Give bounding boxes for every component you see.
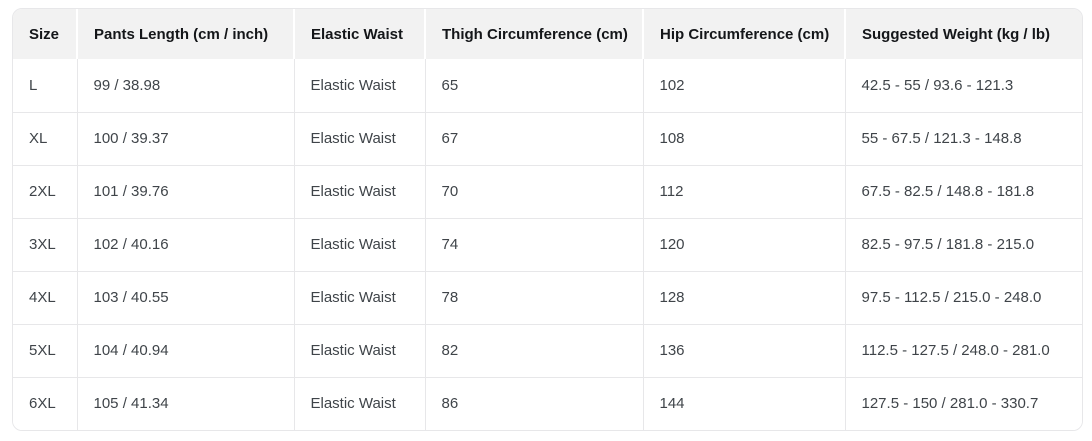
cell-suggested-weight: 97.5 - 112.5 / 215.0 - 248.0 (844, 270, 1082, 324)
cell-elastic-waist: Elastic Waist (293, 164, 425, 218)
cell-elastic-waist: Elastic Waist (293, 59, 425, 112)
cell-size: 4XL (13, 270, 77, 324)
size-chart-body: L 99 / 38.98 Elastic Waist 65 102 42.5 - 55 /… (13, 59, 1082, 430)
cell-pants-length: 100 / 39.37 (76, 111, 294, 165)
cell-thigh-circumference: 82 (424, 323, 643, 377)
cell-suggested-weight: 112.5 - 127.5 / 248.0 - 281.0 (844, 323, 1082, 377)
table-row-xl: XL 100 / 39.37 Elastic Waist 67 108 55 - 67.5… (13, 111, 1082, 165)
cell-pants-length: 103 / 40.55 (76, 270, 294, 324)
column-header-thigh-circumference: Thigh Circumference (cm) (424, 9, 643, 59)
cell-size: 3XL (13, 217, 77, 271)
size-chart-table: Size Pants Length (cm / inch) Elastic Wais… (13, 9, 1082, 430)
cell-suggested-weight: 67.5 - 82.5 / 148.8 - 181.8 (844, 164, 1082, 218)
cell-size: XL (13, 111, 77, 165)
cell-pants-length: 101 / 39.76 (76, 164, 294, 218)
cell-hip-circumference: 144 (642, 376, 845, 430)
cell-thigh-circumference: 70 (424, 164, 643, 218)
cell-pants-length: 104 / 40.94 (76, 323, 294, 377)
table-row-6xl: 6XL 105 / 41.34 Elastic Waist 86 144 127.5 - … (13, 376, 1082, 430)
table-row-5xl: 5XL 104 / 40.94 Elastic Waist 82 136 112.5 - … (13, 323, 1082, 377)
cell-thigh-circumference: 86 (424, 376, 643, 430)
cell-hip-circumference: 128 (642, 270, 845, 324)
cell-suggested-weight: 55 - 67.5 / 121.3 - 148.8 (844, 111, 1082, 165)
cell-size: 5XL (13, 323, 77, 377)
column-header-suggested-weight: Suggested Weight (kg / lb) (844, 9, 1082, 59)
size-chart-header: Size Pants Length (cm / inch) Elastic Wais… (13, 9, 1082, 59)
cell-elastic-waist: Elastic Waist (293, 270, 425, 324)
cell-hip-circumference: 102 (642, 59, 845, 112)
cell-size: 2XL (13, 164, 77, 218)
column-header-elastic-waist: Elastic Waist (293, 9, 425, 59)
cell-suggested-weight: 82.5 - 97.5 / 181.8 - 215.0 (844, 217, 1082, 271)
cell-elastic-waist: Elastic Waist (293, 217, 425, 271)
cell-hip-circumference: 120 (642, 217, 845, 271)
cell-pants-length: 105 / 41.34 (76, 376, 294, 430)
cell-elastic-waist: Elastic Waist (293, 376, 425, 430)
cell-suggested-weight: 127.5 - 150 / 281.0 - 330.7 (844, 376, 1082, 430)
table-row-2xl: 2XL 101 / 39.76 Elastic Waist 70 112 67.5 - 8… (13, 164, 1082, 218)
cell-pants-length: 102 / 40.16 (76, 217, 294, 271)
table-row-3xl: 3XL 102 / 40.16 Elastic Waist 74 120 82.5 - 9… (13, 217, 1082, 271)
table-row-l: L 99 / 38.98 Elastic Waist 65 102 42.5 - 55 /… (13, 59, 1082, 112)
cell-thigh-circumference: 65 (424, 59, 643, 112)
cell-hip-circumference: 112 (642, 164, 845, 218)
cell-hip-circumference: 136 (642, 323, 845, 377)
cell-size: L (13, 59, 77, 112)
cell-thigh-circumference: 78 (424, 270, 643, 324)
header-row: Size Pants Length (cm / inch) Elastic Wais… (13, 9, 1082, 59)
cell-elastic-waist: Elastic Waist (293, 111, 425, 165)
cell-elastic-waist: Elastic Waist (293, 323, 425, 377)
column-header-pants-length: Pants Length (cm / inch) (76, 9, 294, 59)
cell-thigh-circumference: 74 (424, 217, 643, 271)
cell-thigh-circumference: 67 (424, 111, 643, 165)
cell-suggested-weight: 42.5 - 55 / 93.6 - 121.3 (844, 59, 1082, 112)
column-header-hip-circumference: Hip Circumference (cm) (642, 9, 845, 59)
table-row-4xl: 4XL 103 / 40.55 Elastic Waist 78 128 97.5 - 1… (13, 270, 1082, 324)
column-header-size: Size (13, 9, 77, 59)
size-chart-container: Size Pants Length (cm / inch) Elastic Wais… (12, 8, 1083, 431)
cell-size: 6XL (13, 376, 77, 430)
cell-hip-circumference: 108 (642, 111, 845, 165)
cell-pants-length: 99 / 38.98 (76, 59, 294, 112)
